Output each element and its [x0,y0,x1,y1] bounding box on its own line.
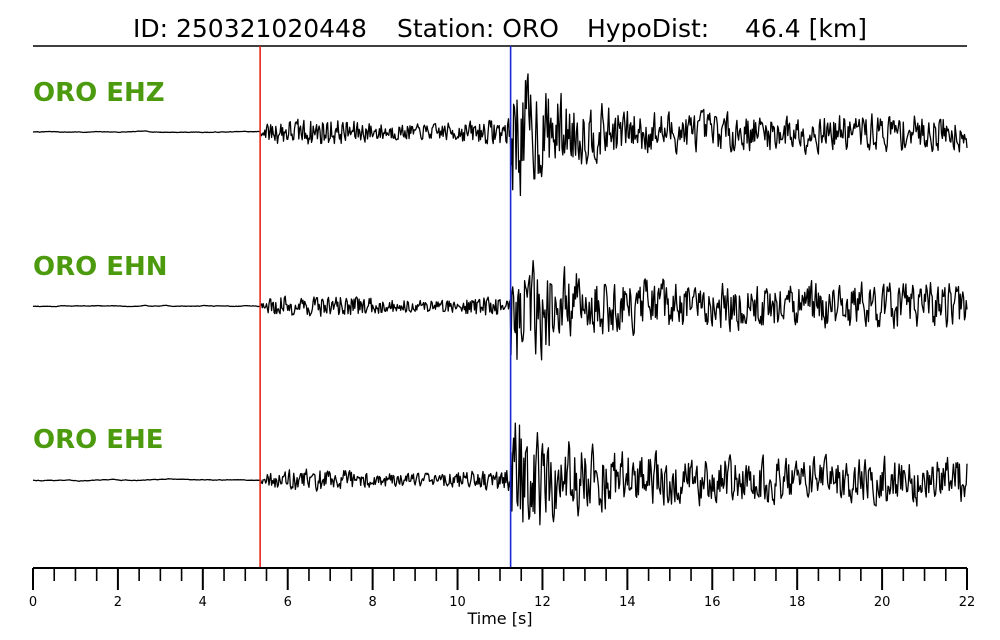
tick-label-0: 0 [29,595,37,610]
time-axis: 0 2 4 6 8 10 12 14 16 18 20 22 [29,567,976,610]
trace-oro-ehn [32,259,968,361]
tick-label-14: 14 [619,595,636,610]
tick-label-18: 18 [789,595,806,610]
tick-label-16: 16 [704,595,721,610]
channel-label-oro-ehz: ORO EHZ [33,78,165,108]
trace-oro-ehz [32,73,968,197]
tick-label-12: 12 [534,595,551,610]
x-axis-label: Time [s] [466,609,532,628]
title-station: Station: ORO [397,14,559,43]
channel-label-oro-ehn: ORO EHN [33,252,168,282]
chart-title: ID: 250321020448 Station: ORO HypoDist: … [133,14,867,43]
title-id: ID: 250321020448 [133,14,367,43]
title-hypodist-label: HypoDist: [587,14,709,43]
channel-label-oro-ehe: ORO EHE [33,425,164,455]
tick-label-6: 6 [284,595,292,610]
traces-group: ORO EHZ ORO EHN ORO EHE [32,73,968,526]
trace-oro-ehe [32,422,968,526]
tick-label-8: 8 [368,595,376,610]
tick-label-2: 2 [114,595,122,610]
tick-label-4: 4 [199,595,207,610]
tick-label-20: 20 [874,595,891,610]
title-hypodist-value: 46.4 [km] [745,14,867,43]
tick-label-22: 22 [959,595,976,610]
tick-label-10: 10 [449,595,466,610]
picks-group [259,46,512,568]
